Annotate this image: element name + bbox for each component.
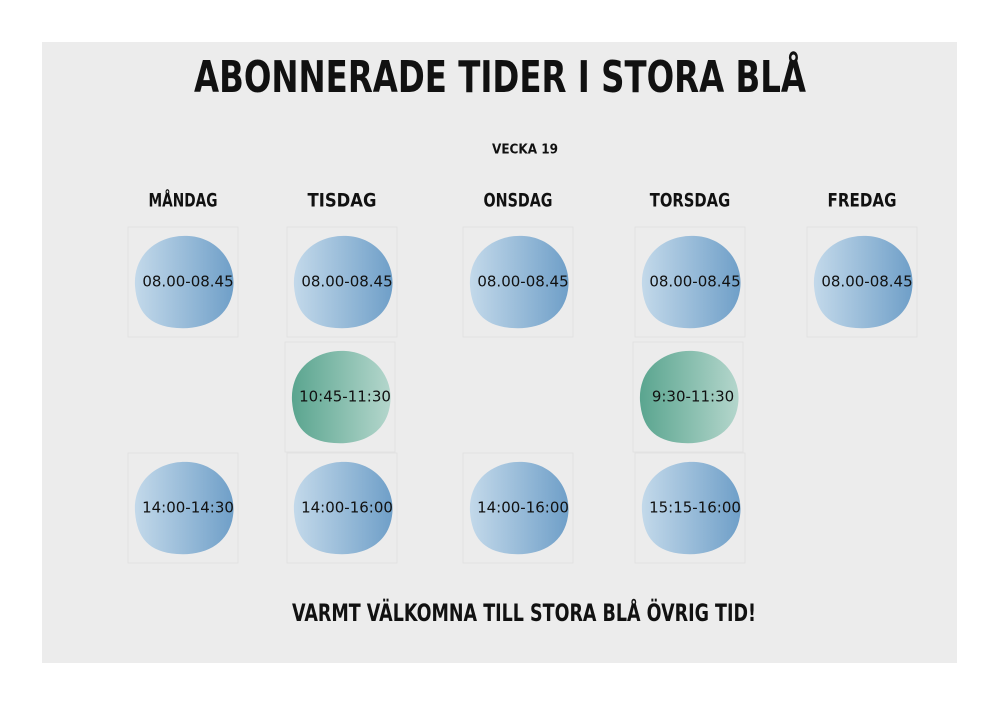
slot-time: 14:00-16:00 xyxy=(301,499,393,517)
slot-time: 08.00-08.45 xyxy=(649,273,740,291)
slot-frame xyxy=(286,452,398,564)
slot-bubble xyxy=(293,461,393,555)
slot-bubble xyxy=(291,350,391,444)
slot-bubble xyxy=(134,235,234,329)
slot-time: 14:00-16:00 xyxy=(477,499,569,517)
slot-time: 08.00-08.45 xyxy=(477,273,568,291)
slot-time: 14:00-14:30 xyxy=(142,499,234,517)
slot-bubble xyxy=(469,461,569,555)
day-label: MÅNDAG xyxy=(149,188,218,212)
slot-frame xyxy=(806,226,918,338)
slot-time: 08.00-08.45 xyxy=(821,273,912,291)
slot-time: 15:15-16:00 xyxy=(649,499,741,517)
day-label: ONSDAG xyxy=(484,190,553,212)
slot-bubble xyxy=(134,461,234,555)
slot-frame xyxy=(127,226,239,338)
slot-frame xyxy=(634,226,746,338)
day-label: FREDAG xyxy=(828,190,897,212)
slot-frame xyxy=(127,452,239,564)
slot-bubble xyxy=(293,235,393,329)
slot-time: 08.00-08.45 xyxy=(301,273,392,291)
panel xyxy=(42,42,957,663)
slot-frame xyxy=(284,341,396,453)
slot-frame xyxy=(462,226,574,338)
slot-frame xyxy=(462,452,574,564)
slot-time: 9:30-11:30 xyxy=(652,388,734,406)
title: ABONNERADE TIDER I STORA BLÅ xyxy=(194,50,806,103)
slot-bubble xyxy=(813,235,913,329)
slot-bubble xyxy=(641,235,741,329)
schedule: MÅNDAG 08.00-08.45 14:00-14:30 TISDAG 08.00-… xyxy=(127,188,918,564)
slot-bubble xyxy=(641,461,741,555)
week: VECKA 19 xyxy=(492,143,558,158)
slot-frame xyxy=(286,226,398,338)
footer: VARMT VÄLKOMNA TILL STORA BLÅ ÖVRIG TID! xyxy=(292,597,756,627)
slot-bubble xyxy=(469,235,569,329)
slot-bubble xyxy=(639,350,739,444)
slot-frame xyxy=(632,341,744,453)
slot-time: 08.00-08.45 xyxy=(142,273,233,291)
day-label: TISDAG xyxy=(308,190,377,212)
day-label: TORSDAG xyxy=(650,190,731,212)
slot-time: 10:45-11:30 xyxy=(299,388,391,406)
slot-frame xyxy=(634,452,746,564)
